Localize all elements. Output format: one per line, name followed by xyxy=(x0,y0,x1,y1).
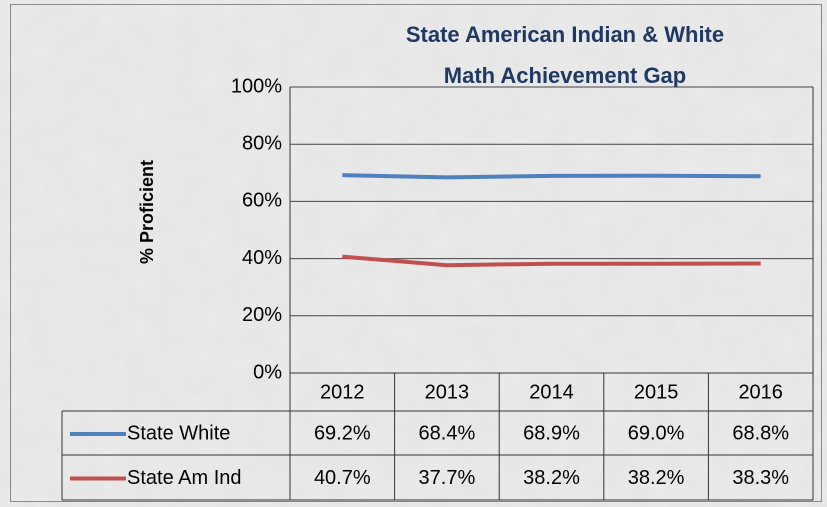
table-value: 68.8% xyxy=(732,422,789,444)
table-value: 38.2% xyxy=(523,467,580,489)
y-axis-label: % Proficient xyxy=(137,160,157,264)
chart-border xyxy=(10,4,822,502)
legend-label: State White xyxy=(127,422,230,444)
y-tick-label: 20% xyxy=(242,304,282,326)
chart-title: State American Indian & White xyxy=(406,22,724,47)
line-series xyxy=(342,173,761,180)
table-value: 37.7% xyxy=(419,467,476,489)
y-tick-label: 40% xyxy=(242,247,282,269)
table-value: 38.2% xyxy=(628,467,685,489)
y-tick-label: 100% xyxy=(231,75,282,97)
x-tick-label: 2015 xyxy=(634,381,679,403)
y-tick-label: 60% xyxy=(242,190,282,212)
y-tick-label: 80% xyxy=(242,132,282,154)
line-series xyxy=(342,254,761,268)
table-value: 69.0% xyxy=(628,422,685,444)
x-tick-label: 2012 xyxy=(320,381,365,403)
table-value: 68.9% xyxy=(523,422,580,444)
x-tick-label: 2016 xyxy=(738,381,783,403)
chart-title: Math Achievement Gap xyxy=(444,63,686,88)
table-value: 69.2% xyxy=(314,422,371,444)
table-value: 40.7% xyxy=(314,467,371,489)
y-tick-label: 0% xyxy=(253,361,282,383)
legend-label: State Am Ind xyxy=(127,467,242,489)
x-tick-label: 2013 xyxy=(425,381,470,403)
table-value: 38.3% xyxy=(732,467,789,489)
x-tick-label: 2014 xyxy=(529,381,574,403)
table-value: 68.4% xyxy=(419,422,476,444)
